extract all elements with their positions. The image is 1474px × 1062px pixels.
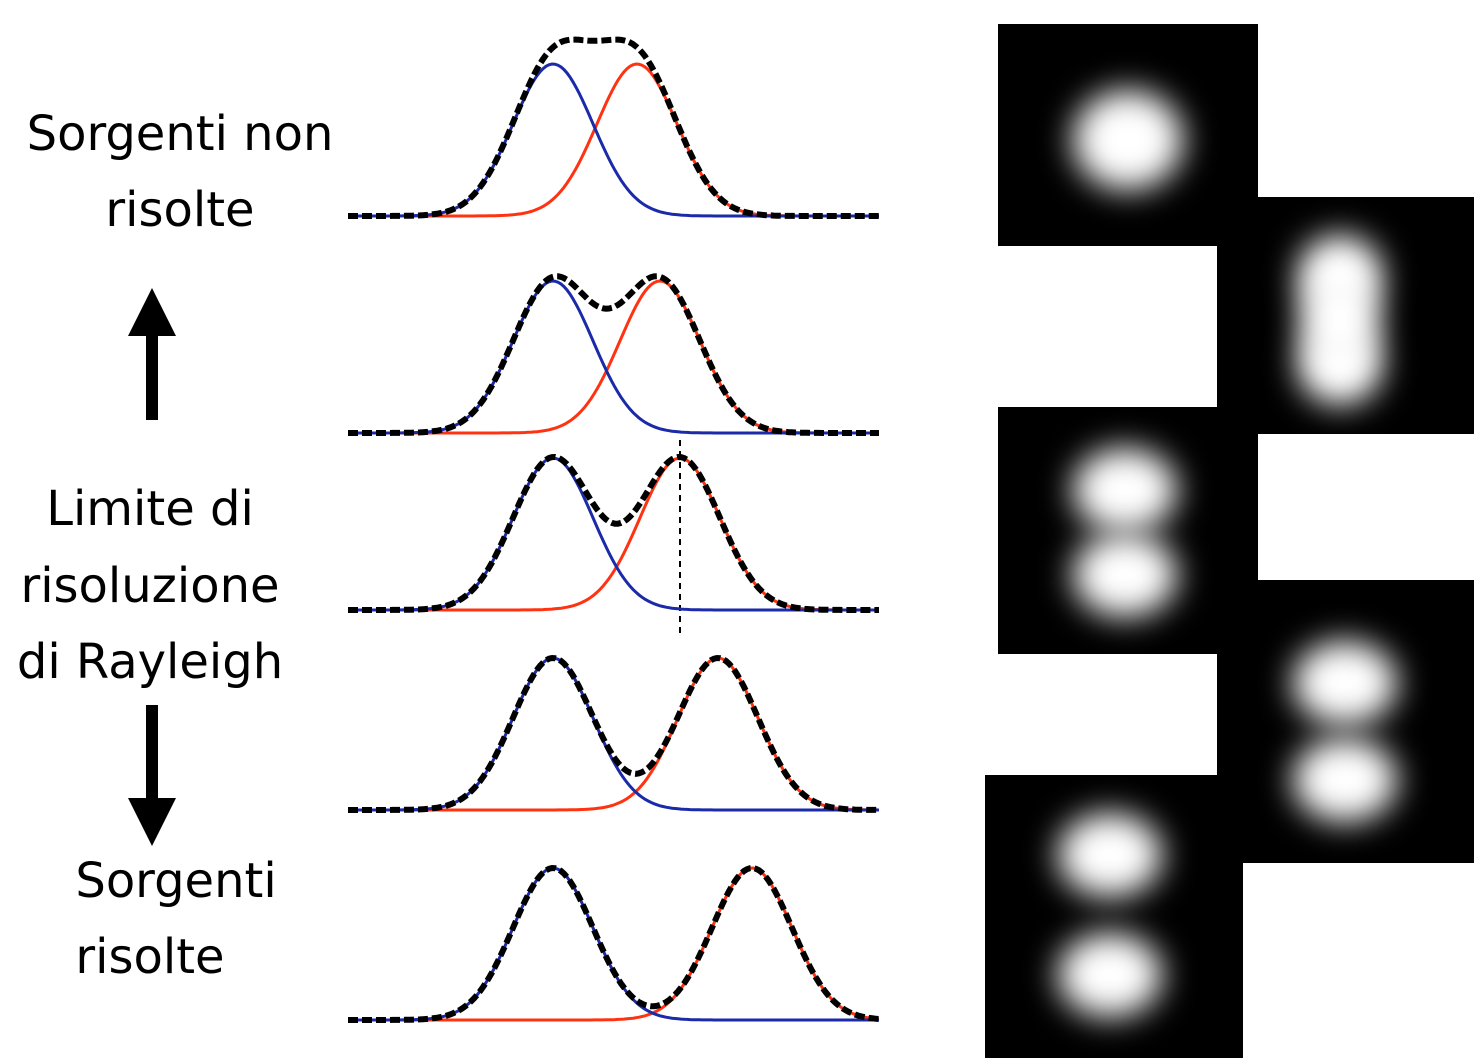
images: [985, 24, 1474, 1058]
label-line: di Rayleigh: [17, 634, 283, 690]
blob: [1073, 448, 1177, 532]
blob: [1293, 738, 1397, 822]
blob: [1073, 533, 1177, 617]
label-line: Limite di: [46, 481, 254, 537]
label-line: risoluzione: [20, 558, 279, 614]
blob: [1058, 813, 1162, 897]
blob: [1073, 90, 1183, 190]
blue-curve: [348, 456, 879, 612]
red-curve: [348, 62, 879, 218]
blobs: [1298, 235, 1382, 405]
label-line: Sorgenti non: [27, 106, 334, 162]
sum-curve: [348, 273, 879, 436]
blobs: [1058, 813, 1162, 1017]
sum-curve: [348, 453, 879, 613]
blobs: [1073, 448, 1177, 617]
blob: [1058, 933, 1162, 1017]
sum-curve: [348, 864, 880, 1023]
blobs: [1073, 90, 1183, 190]
blob: [1300, 270, 1380, 370]
label-line: risolte: [105, 182, 254, 238]
blob: [1293, 641, 1397, 725]
sum-curve: [348, 654, 880, 813]
sum-curve: [348, 36, 879, 219]
label-line: Sorgenti: [75, 853, 276, 909]
red-curve: [348, 456, 879, 612]
red-curve: [348, 279, 879, 435]
curves: [348, 36, 880, 1023]
blobs: [1293, 641, 1397, 822]
label-line: risolte: [75, 929, 224, 985]
